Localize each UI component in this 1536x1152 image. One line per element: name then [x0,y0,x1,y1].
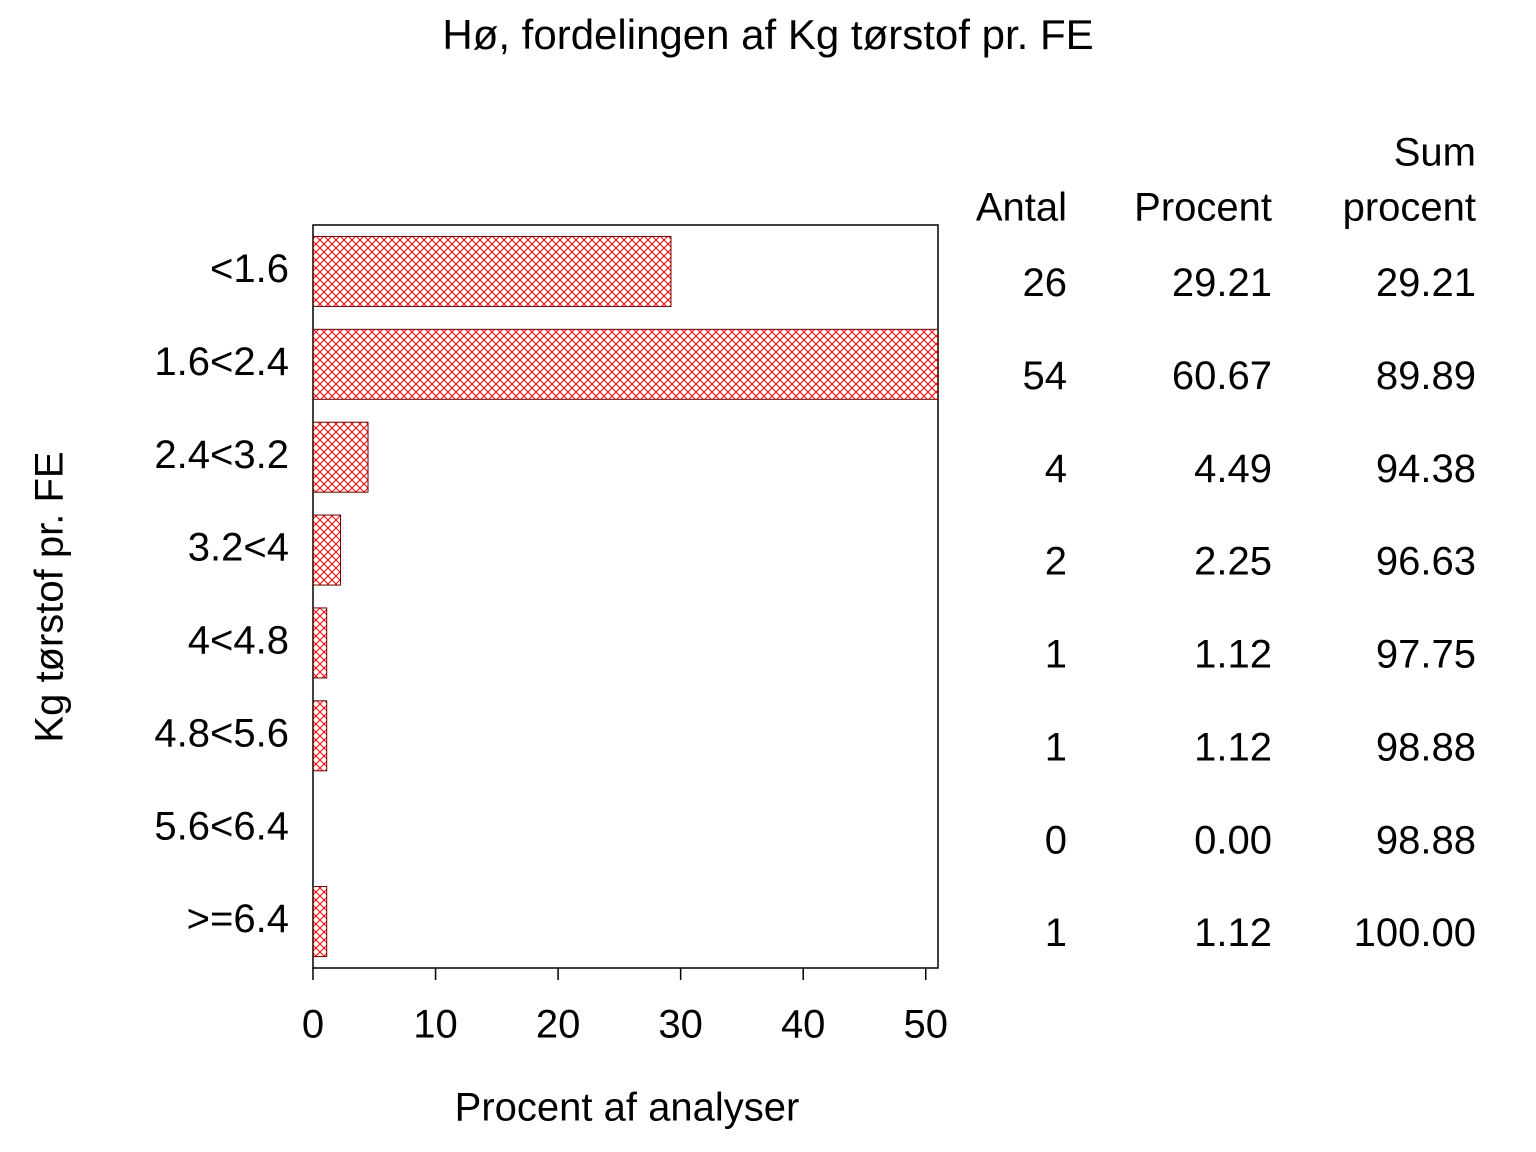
table-cell: 4 [1045,447,1067,491]
chart-title: Hø, fordelingen af Kg tørstof pr. FE [442,11,1093,58]
x-tick-label: 0 [302,1003,324,1047]
table-header: Antal [976,186,1067,230]
y-tick-label: 2.4<3.2 [154,433,289,477]
y-tick-label: 5.6<6.4 [154,804,289,848]
bar [313,328,938,400]
bar [313,421,369,493]
y-axis-label: Kg tørstof pr. FE [28,451,72,742]
y-tick-label: 3.2<4 [188,526,289,570]
table-cell: 100.00 [1354,911,1476,955]
bar [313,607,328,679]
y-tick-label: >=6.4 [187,897,289,941]
table-header: procent [1343,186,1476,230]
plot-frame [312,224,939,969]
table-cell: 0.00 [1194,818,1272,862]
x-tick-label: 30 [658,1003,703,1047]
table-cell: 1.12 [1194,725,1272,769]
table-cell: 96.63 [1376,540,1476,584]
table-cell: 1.12 [1194,911,1272,955]
table-cell: 0 [1045,818,1067,862]
table-cell: 54 [1023,354,1068,398]
table-cell: 1 [1045,725,1067,769]
x-tick-label: 20 [536,1003,581,1047]
table-header: Sum [1394,131,1476,175]
table-cell: 97.75 [1376,633,1476,677]
table-cell: 89.89 [1376,354,1476,398]
y-tick-label: 4.8<5.6 [154,711,289,755]
table-cell: 29.21 [1376,261,1476,305]
table-cell: 1 [1045,633,1067,677]
table-cell: 60.67 [1172,354,1272,398]
x-tick-label: 40 [781,1003,826,1047]
bar [313,514,342,586]
table-header: Procent [1134,186,1272,230]
table-cell: 94.38 [1376,447,1476,491]
y-tick-label: <1.6 [210,247,289,291]
table-cell: 1.12 [1194,633,1272,677]
table-cell: 98.88 [1376,818,1476,862]
x-tick-label: 50 [903,1003,948,1047]
table-cell: 1 [1045,911,1067,955]
bar [313,886,328,958]
bar [313,700,328,772]
table-cell: 2 [1045,540,1067,584]
table-cell: 2.25 [1194,540,1272,584]
table-cell: 26 [1023,261,1068,305]
x-axis-label: Procent af analyser [455,1086,800,1130]
table-cell: 98.88 [1376,725,1476,769]
table-cell: 29.21 [1172,261,1272,305]
y-tick-label: 1.6<2.4 [154,340,289,384]
bar [313,235,672,307]
y-tick-label: 4<4.8 [188,619,289,663]
table-cell: 4.49 [1194,447,1272,491]
x-tick-label: 10 [413,1003,458,1047]
